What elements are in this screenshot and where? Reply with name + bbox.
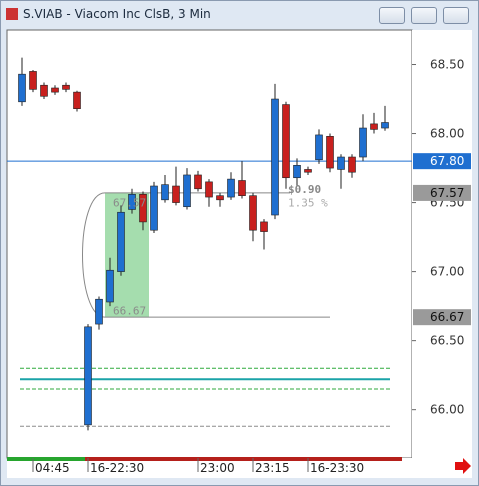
candle-body	[271, 98, 279, 216]
annotation: $0.90	[288, 183, 321, 196]
annotation: 66.67	[113, 304, 146, 317]
plot-area	[6, 29, 413, 459]
candle-body	[183, 174, 191, 208]
candle-body	[95, 298, 103, 325]
minimize-button[interactable]	[379, 7, 405, 24]
candle-body	[293, 165, 301, 179]
candle-body	[51, 87, 59, 93]
x-tick-label: 16-22:30	[90, 461, 144, 475]
candle-body	[29, 71, 37, 90]
session-bar	[7, 457, 85, 461]
x-axis-area	[7, 458, 472, 478]
candle-body	[304, 169, 312, 173]
y-tick-label: 68.50	[430, 58, 464, 72]
price-marker-label: 67.80	[430, 154, 464, 168]
y-tick-label: 67.00	[430, 265, 464, 279]
scroll-arrow[interactable]	[455, 458, 471, 474]
candle-body	[260, 221, 268, 232]
candle-body	[18, 73, 26, 103]
candle-body	[370, 123, 378, 130]
close-button[interactable]	[443, 7, 469, 24]
candle-body	[150, 185, 158, 231]
price-marker-box	[413, 184, 471, 201]
candle-body	[40, 84, 48, 97]
x-tick-label: 04:45	[35, 461, 70, 475]
candle-body	[106, 269, 114, 303]
candle-body	[84, 326, 92, 426]
candle-body	[216, 195, 224, 201]
x-tick-label: 23:15	[255, 461, 290, 475]
candle-body	[337, 156, 345, 170]
candle-body	[139, 193, 147, 223]
candle-body	[161, 184, 169, 201]
price-marker-label: 66.67	[430, 310, 464, 324]
candle-body	[282, 104, 290, 179]
candle-body	[315, 134, 323, 161]
x-tick-label: 16-23:30	[310, 461, 364, 475]
annotation: 1.35 %	[288, 197, 328, 210]
x-tick-label: 23:00	[200, 461, 235, 475]
y-axis-area	[412, 30, 472, 458]
candle-body	[238, 180, 246, 196]
candle-body	[194, 174, 202, 190]
candle-body	[227, 178, 235, 198]
annotation: 67.57	[113, 197, 146, 210]
candle-body	[249, 195, 257, 231]
candle-body	[348, 156, 356, 173]
price-marker-box	[413, 309, 471, 326]
candle-body	[326, 136, 334, 169]
y-tick-label: 68.00	[430, 127, 464, 141]
candle-body	[172, 185, 180, 203]
y-tick-label: 66.50	[430, 334, 464, 348]
candle-body	[73, 91, 81, 109]
maximize-button[interactable]	[411, 7, 437, 24]
candle-body	[62, 84, 70, 90]
candle-body	[117, 211, 125, 272]
window-title: S.VIAB - Viacom Inc ClsB, 3 Min	[23, 7, 211, 21]
candle-body	[381, 122, 389, 129]
price-marker-label: 67.57	[430, 186, 464, 200]
y-tick-label: 66.00	[430, 403, 464, 417]
candle-body	[205, 181, 213, 198]
price-marker-box	[413, 153, 471, 170]
session-bar	[85, 457, 402, 461]
candle-body	[359, 127, 367, 158]
candle-body	[128, 193, 136, 210]
app-icon	[6, 8, 18, 20]
